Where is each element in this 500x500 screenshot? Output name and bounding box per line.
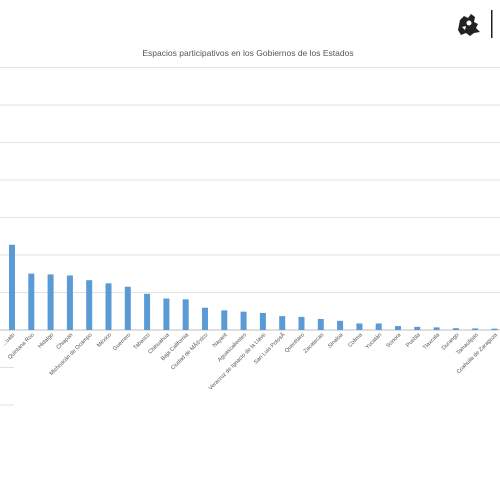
bar (433, 327, 440, 330)
bar (221, 310, 228, 330)
bar (240, 311, 247, 330)
bar (163, 298, 170, 330)
bar (105, 283, 112, 330)
x-tick-label: Puebla (405, 332, 422, 349)
bar (202, 307, 208, 330)
x-tick-label: Sonora (385, 332, 403, 350)
x-tick-label: Durango (441, 332, 460, 351)
bar (317, 318, 324, 330)
x-tick-label: Yucatán (365, 332, 384, 351)
x-tick-label: México (96, 332, 113, 349)
chart-title: Espacios participativos en los Gobiernos… (142, 48, 353, 58)
x-tick-label: Ciudad de MÃ©xico (169, 331, 209, 371)
x-tick-label: Sinaloa (327, 332, 345, 350)
bar (356, 323, 363, 330)
bar (395, 326, 401, 330)
x-tick-label: Tlaxcala (422, 332, 442, 352)
x-tick-label: Tabasco (133, 332, 152, 351)
bar (414, 326, 421, 330)
bar (66, 275, 73, 330)
coat-of-arms-icon (452, 8, 496, 40)
x-tick-label: Zacatecas (303, 332, 326, 355)
bar (144, 293, 151, 330)
x-tick-label: Hidalgo (37, 332, 55, 350)
bar (28, 273, 35, 330)
bar (375, 323, 382, 330)
bars (9, 244, 498, 330)
bar (182, 299, 189, 330)
x-tick-label: Colima (347, 332, 364, 349)
bar (452, 328, 459, 330)
gridlines (0, 67, 500, 406)
x-tick-label: Nayarit (212, 332, 229, 349)
bar (279, 316, 286, 330)
bar (9, 244, 15, 330)
bar (259, 312, 266, 330)
bar (337, 320, 344, 330)
bar (491, 328, 498, 330)
x-tick-label: Chiapas (56, 332, 75, 351)
bar (472, 328, 479, 330)
x-tick-label: …uato (1, 332, 17, 348)
bar (86, 280, 93, 330)
bar (298, 316, 305, 330)
x-tick-label: Guerrero (112, 332, 132, 352)
bar (124, 286, 131, 330)
bar (47, 274, 54, 330)
